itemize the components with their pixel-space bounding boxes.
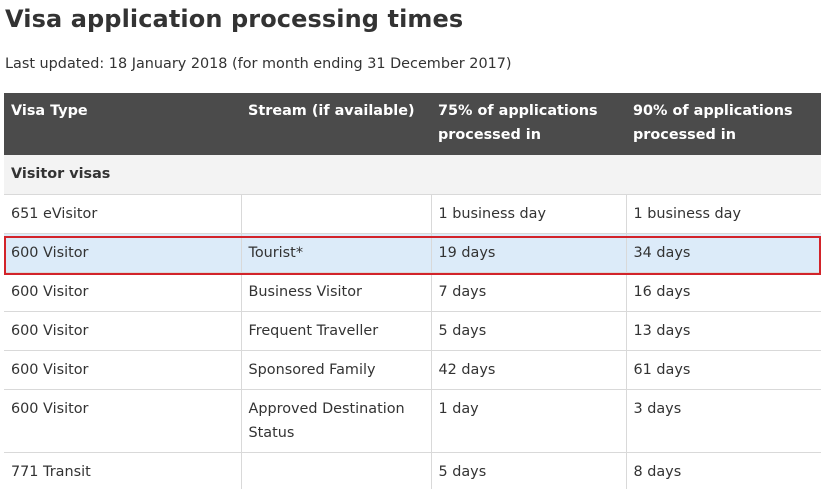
cell-75-percent: 7 days (430, 272, 626, 312)
table-header-row: Visa Type Stream (if available) 75% of a… (4, 93, 821, 155)
cell-stream (240, 452, 431, 489)
table-row-highlighted: 600 Visitor Tourist* 19 days 34 days (4, 233, 821, 273)
table-row: 651 eVisitor 1 business day 1 business d… (4, 194, 821, 234)
cell-visa-type: 600 Visitor (4, 233, 241, 273)
table-row: 600 Visitor Frequent Traveller 5 days 13… (4, 311, 821, 351)
table-row: 600 Visitor Business Visitor 7 days 16 d… (4, 272, 821, 312)
group-row-visitor-visas: Visitor visas (4, 155, 821, 195)
cell-visa-type: 600 Visitor (4, 311, 241, 351)
cell-visa-type: 600 Visitor (4, 389, 241, 453)
cell-stream: Approved Destination Status (240, 389, 431, 453)
cell-stream: Tourist* (240, 233, 431, 273)
header-90-percent: 90% of applications processed in (626, 93, 821, 155)
header-75-percent: 75% of applications processed in (431, 93, 626, 155)
cell-90-percent: 16 days (625, 272, 821, 312)
header-stream: Stream (if available) (241, 93, 431, 155)
cell-stream: Frequent Traveller (240, 311, 431, 351)
cell-75-percent: 1 day (430, 389, 626, 453)
cell-visa-type: 600 Visitor (4, 350, 241, 390)
table-row: 600 Visitor Sponsored Family 42 days 61 … (4, 350, 821, 390)
header-visa-type: Visa Type (4, 93, 241, 155)
cell-75-percent: 1 business day (430, 194, 626, 234)
cell-stream (240, 194, 431, 234)
cell-stream: Sponsored Family (240, 350, 431, 390)
cell-90-percent: 34 days (625, 233, 821, 273)
cell-75-percent: 19 days (430, 233, 626, 273)
cell-90-percent: 3 days (625, 389, 821, 453)
page-title: Visa application processing times (5, 5, 464, 33)
last-updated-text: Last updated: 18 January 2018 (for month… (5, 56, 512, 72)
cell-90-percent: 1 business day (625, 194, 821, 234)
cell-75-percent: 5 days (430, 311, 626, 351)
processing-times-table: Visa Type Stream (if available) 75% of a… (4, 93, 821, 489)
cell-stream: Business Visitor (240, 272, 431, 312)
table-row: 600 Visitor Approved Destination Status … (4, 389, 821, 453)
cell-visa-type: 771 Transit (4, 452, 241, 489)
cell-75-percent: 42 days (430, 350, 626, 390)
table-row: 771 Transit 5 days 8 days (4, 452, 821, 489)
cell-visa-type: 600 Visitor (4, 272, 241, 312)
cell-90-percent: 8 days (625, 452, 821, 489)
group-label: Visitor visas (4, 155, 821, 195)
cell-90-percent: 61 days (625, 350, 821, 390)
cell-75-percent: 5 days (430, 452, 626, 489)
cell-visa-type: 651 eVisitor (4, 194, 241, 234)
cell-90-percent: 13 days (625, 311, 821, 351)
